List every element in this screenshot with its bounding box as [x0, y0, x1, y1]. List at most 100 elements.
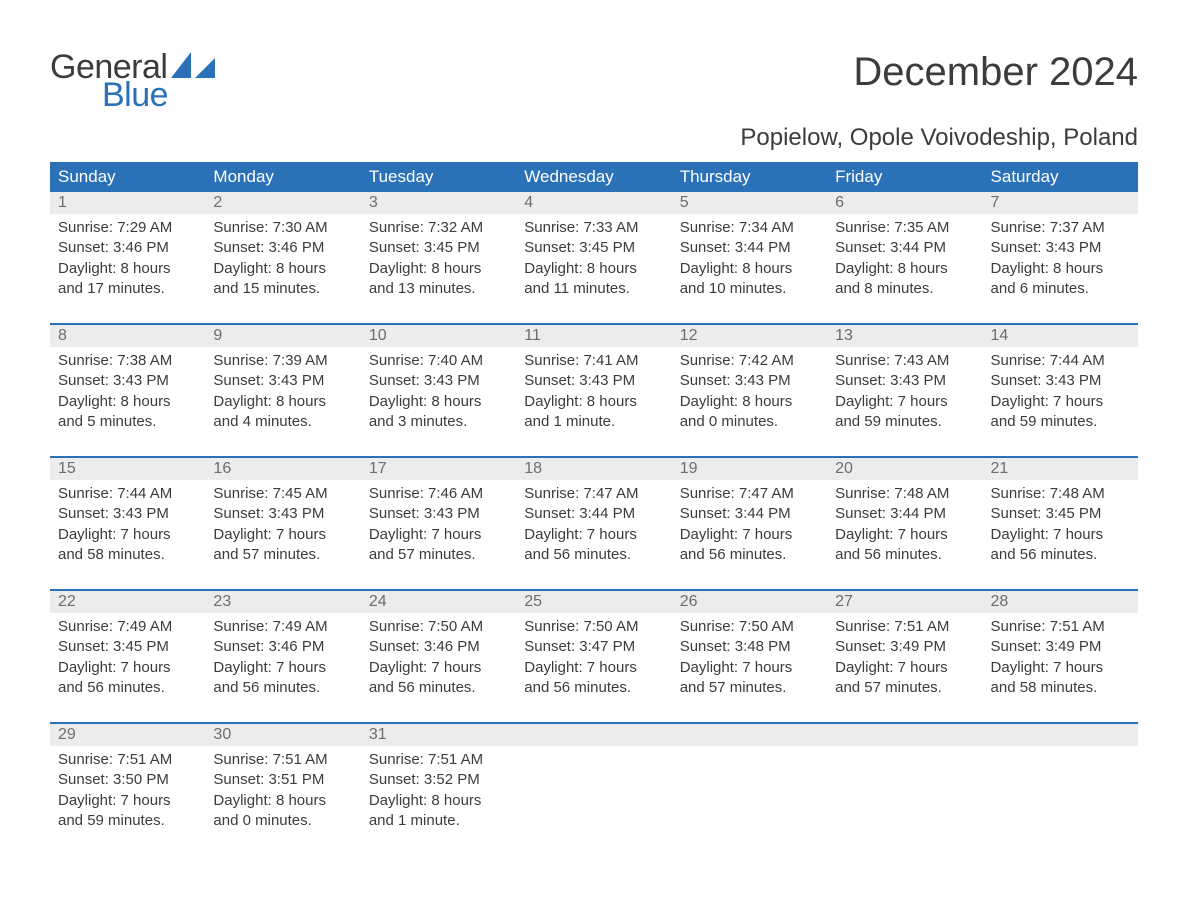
calendar-cell: 22Sunrise: 7:49 AMSunset: 3:45 PMDayligh…	[50, 591, 205, 723]
detail-line: Daylight: 8 hours	[991, 259, 1130, 279]
brand-logo: General Blue	[50, 50, 215, 112]
detail-line: and 58 minutes.	[991, 678, 1130, 698]
detail-line: Sunset: 3:45 PM	[369, 238, 508, 258]
calendar-cell: 30Sunrise: 7:51 AMSunset: 3:51 PMDayligh…	[205, 724, 360, 856]
calendar-cell: 23Sunrise: 7:49 AMSunset: 3:46 PMDayligh…	[205, 591, 360, 723]
detail-line: Sunset: 3:46 PM	[213, 238, 352, 258]
detail-line: Sunset: 3:47 PM	[524, 637, 663, 657]
calendar-cell: 3Sunrise: 7:32 AMSunset: 3:45 PMDaylight…	[361, 192, 516, 324]
calendar-week: 1Sunrise: 7:29 AMSunset: 3:46 PMDaylight…	[50, 192, 1138, 324]
detail-line: Daylight: 7 hours	[369, 525, 508, 545]
calendar-cell: 14Sunrise: 7:44 AMSunset: 3:43 PMDayligh…	[983, 325, 1138, 457]
detail-line: Sunrise: 7:49 AM	[58, 617, 197, 637]
detail-line: and 59 minutes.	[991, 412, 1130, 432]
day-number: 2	[205, 192, 360, 214]
detail-line: and 57 minutes.	[835, 678, 974, 698]
calendar-cell: 24Sunrise: 7:50 AMSunset: 3:46 PMDayligh…	[361, 591, 516, 723]
detail-line: Daylight: 8 hours	[213, 259, 352, 279]
title-block: December 2024	[853, 50, 1138, 95]
calendar-cell: 13Sunrise: 7:43 AMSunset: 3:43 PMDayligh…	[827, 325, 982, 457]
detail-line: and 56 minutes.	[58, 678, 197, 698]
detail-line: and 56 minutes.	[213, 678, 352, 698]
detail-line: Sunset: 3:46 PM	[58, 238, 197, 258]
detail-line: Sunrise: 7:51 AM	[835, 617, 974, 637]
calendar-cell: 10Sunrise: 7:40 AMSunset: 3:43 PMDayligh…	[361, 325, 516, 457]
calendar-cell: 2Sunrise: 7:30 AMSunset: 3:46 PMDaylight…	[205, 192, 360, 324]
detail-line: and 56 minutes.	[524, 545, 663, 565]
detail-line: and 4 minutes.	[213, 412, 352, 432]
day-number: 10	[361, 325, 516, 347]
day-details: Sunrise: 7:45 AMSunset: 3:43 PMDaylight:…	[205, 480, 360, 573]
detail-line: Sunset: 3:43 PM	[213, 504, 352, 524]
detail-line: and 8 minutes.	[835, 279, 974, 299]
detail-line: Sunrise: 7:51 AM	[213, 750, 352, 770]
detail-line: Sunset: 3:43 PM	[58, 504, 197, 524]
detail-line: and 1 minute.	[369, 811, 508, 831]
day-details: Sunrise: 7:49 AMSunset: 3:45 PMDaylight:…	[50, 613, 205, 706]
calendar-cell: 5Sunrise: 7:34 AMSunset: 3:44 PMDaylight…	[672, 192, 827, 324]
day-details: Sunrise: 7:46 AMSunset: 3:43 PMDaylight:…	[361, 480, 516, 573]
brand-word-2: Blue	[102, 78, 215, 112]
detail-line: Sunrise: 7:30 AM	[213, 218, 352, 238]
detail-line: Sunset: 3:43 PM	[524, 371, 663, 391]
detail-line: Sunset: 3:43 PM	[991, 238, 1130, 258]
calendar-cell: 4Sunrise: 7:33 AMSunset: 3:45 PMDaylight…	[516, 192, 671, 324]
detail-line: Sunrise: 7:37 AM	[991, 218, 1130, 238]
day-details: Sunrise: 7:50 AMSunset: 3:46 PMDaylight:…	[361, 613, 516, 706]
day-header-row: SundayMondayTuesdayWednesdayThursdayFrid…	[50, 162, 1138, 192]
detail-line: Daylight: 8 hours	[680, 392, 819, 412]
detail-line: Sunrise: 7:47 AM	[524, 484, 663, 504]
detail-line: and 6 minutes.	[991, 279, 1130, 299]
day-details: Sunrise: 7:30 AMSunset: 3:46 PMDaylight:…	[205, 214, 360, 307]
day-number: 22	[50, 591, 205, 613]
detail-line: Sunrise: 7:50 AM	[680, 617, 819, 637]
calendar-cell: 8Sunrise: 7:38 AMSunset: 3:43 PMDaylight…	[50, 325, 205, 457]
calendar-week: 15Sunrise: 7:44 AMSunset: 3:43 PMDayligh…	[50, 458, 1138, 590]
location-label: Popielow, Opole Voivodeship, Poland	[50, 124, 1138, 152]
calendar-cell: 31Sunrise: 7:51 AMSunset: 3:52 PMDayligh…	[361, 724, 516, 856]
detail-line: and 3 minutes.	[369, 412, 508, 432]
day-details: Sunrise: 7:47 AMSunset: 3:44 PMDaylight:…	[672, 480, 827, 573]
detail-line: Sunset: 3:43 PM	[991, 371, 1130, 391]
detail-line: Daylight: 8 hours	[213, 392, 352, 412]
detail-line: Sunset: 3:46 PM	[213, 637, 352, 657]
day-number: 8	[50, 325, 205, 347]
detail-line: Sunrise: 7:44 AM	[58, 484, 197, 504]
detail-line: Daylight: 8 hours	[524, 392, 663, 412]
detail-line: Sunset: 3:46 PM	[369, 637, 508, 657]
detail-line: Sunset: 3:44 PM	[835, 238, 974, 258]
detail-line: and 13 minutes.	[369, 279, 508, 299]
day-header: Tuesday	[361, 162, 516, 192]
detail-line: Daylight: 7 hours	[835, 525, 974, 545]
day-details: Sunrise: 7:29 AMSunset: 3:46 PMDaylight:…	[50, 214, 205, 307]
month-title: December 2024	[853, 50, 1138, 95]
detail-line: Sunset: 3:48 PM	[680, 637, 819, 657]
day-header: Saturday	[983, 162, 1138, 192]
day-number: 18	[516, 458, 671, 480]
calendar-cell	[516, 724, 671, 856]
day-number: 23	[205, 591, 360, 613]
calendar-cell: 6Sunrise: 7:35 AMSunset: 3:44 PMDaylight…	[827, 192, 982, 324]
day-number: 6	[827, 192, 982, 214]
day-details: Sunrise: 7:39 AMSunset: 3:43 PMDaylight:…	[205, 347, 360, 440]
detail-line: Sunrise: 7:48 AM	[991, 484, 1130, 504]
detail-line: Daylight: 7 hours	[213, 525, 352, 545]
day-number: 5	[672, 192, 827, 214]
day-number: 13	[827, 325, 982, 347]
detail-line: Daylight: 7 hours	[991, 525, 1130, 545]
calendar-cell: 15Sunrise: 7:44 AMSunset: 3:43 PMDayligh…	[50, 458, 205, 590]
day-details: Sunrise: 7:42 AMSunset: 3:43 PMDaylight:…	[672, 347, 827, 440]
detail-line: Daylight: 7 hours	[835, 658, 974, 678]
day-header: Monday	[205, 162, 360, 192]
calendar-cell: 12Sunrise: 7:42 AMSunset: 3:43 PMDayligh…	[672, 325, 827, 457]
calendar-cell: 16Sunrise: 7:45 AMSunset: 3:43 PMDayligh…	[205, 458, 360, 590]
detail-line: and 56 minutes.	[369, 678, 508, 698]
day-number: 26	[672, 591, 827, 613]
detail-line: Daylight: 7 hours	[213, 658, 352, 678]
detail-line: Daylight: 7 hours	[524, 525, 663, 545]
day-details: Sunrise: 7:48 AMSunset: 3:44 PMDaylight:…	[827, 480, 982, 573]
calendar-cell: 18Sunrise: 7:47 AMSunset: 3:44 PMDayligh…	[516, 458, 671, 590]
day-header: Sunday	[50, 162, 205, 192]
detail-line: Daylight: 8 hours	[369, 791, 508, 811]
day-details: Sunrise: 7:35 AMSunset: 3:44 PMDaylight:…	[827, 214, 982, 307]
